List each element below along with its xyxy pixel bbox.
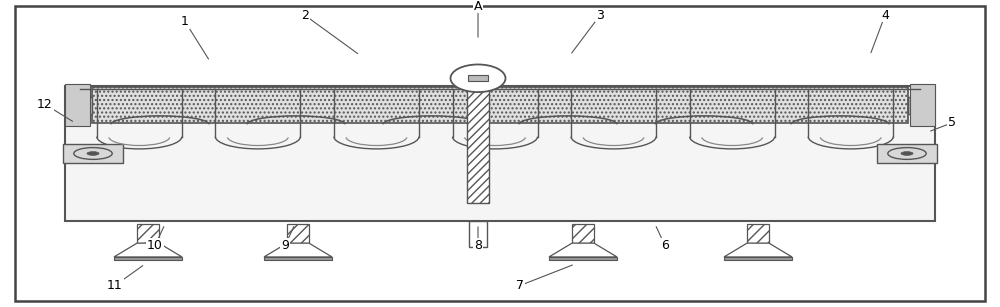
Text: 7: 7: [516, 279, 524, 292]
Bar: [137, 224, 159, 243]
Bar: [549, 257, 617, 260]
Text: 9: 9: [281, 239, 289, 252]
Bar: [65, 86, 935, 221]
Text: 2: 2: [301, 9, 309, 22]
Bar: [264, 257, 332, 260]
Bar: [63, 144, 123, 163]
Text: 1: 1: [181, 15, 189, 28]
Bar: [469, 221, 487, 247]
Bar: [910, 84, 935, 126]
Bar: [65, 84, 90, 126]
Circle shape: [901, 152, 913, 155]
Bar: [467, 89, 489, 203]
Text: A: A: [474, 0, 482, 13]
Bar: [724, 257, 792, 260]
Ellipse shape: [450, 64, 506, 92]
Bar: [877, 144, 937, 163]
Polygon shape: [264, 243, 332, 257]
Bar: [287, 224, 309, 243]
Bar: [468, 75, 488, 81]
Polygon shape: [114, 243, 182, 257]
Polygon shape: [724, 243, 792, 257]
Text: 3: 3: [596, 9, 604, 22]
Bar: [78, 97, 92, 114]
Bar: [572, 224, 594, 243]
Text: 11: 11: [107, 279, 123, 292]
Bar: [908, 97, 922, 114]
Text: 12: 12: [37, 98, 53, 111]
Bar: [92, 87, 908, 123]
Polygon shape: [549, 243, 617, 257]
Circle shape: [87, 152, 99, 155]
Text: 6: 6: [661, 239, 669, 252]
Bar: [114, 257, 182, 260]
Bar: [747, 224, 769, 243]
Text: 4: 4: [881, 9, 889, 22]
Text: 5: 5: [948, 116, 956, 129]
Text: 8: 8: [474, 239, 482, 252]
Text: 10: 10: [147, 239, 163, 252]
